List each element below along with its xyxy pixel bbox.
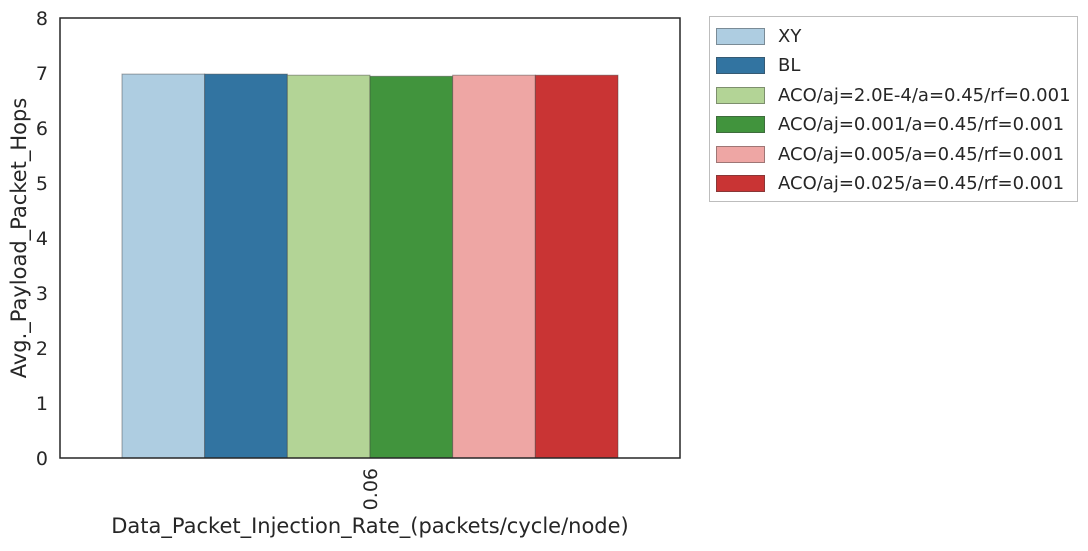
legend-label: ACO/aj=0.005/a=0.45/rf=0.001	[778, 143, 1065, 165]
y-tick-label: 0	[36, 448, 48, 470]
legend-item: ACO/aj=2.0E-4/a=0.45/rf=0.001	[716, 83, 1071, 107]
legend-item: XY	[716, 24, 801, 48]
legend-item: BL	[716, 54, 800, 78]
legend-swatch	[716, 86, 765, 104]
y-axis-ticks: 0 1 2 3 4 5 6 7 8	[36, 8, 48, 470]
x-axis-label: Data_Packet_Injection_Rate_(packets/cycl…	[111, 514, 629, 539]
bar	[452, 74, 536, 459]
plot-frame	[59, 17, 681, 459]
legend-swatch	[716, 27, 765, 45]
bar	[204, 73, 288, 459]
bar	[369, 75, 454, 459]
bar	[286, 74, 371, 459]
y-tick-label: 5	[36, 173, 48, 195]
legend-label: ACO/aj=0.025/a=0.45/rf=0.001	[778, 173, 1065, 194]
legend-item: ACO/aj=0.005/a=0.45/rf=0.001	[716, 142, 1064, 166]
legend-swatch	[716, 145, 765, 163]
legend-item: ACO/aj=0.001/a=0.45/rf=0.001	[716, 113, 1064, 137]
y-tick-label: 7	[36, 63, 48, 85]
legend-swatch	[716, 116, 765, 133]
legend: XY BL ACO/aj=2.0E-4/a=0.45/rf=0.001 ACO/aj=…	[709, 16, 1078, 202]
y-tick-label: 3	[36, 283, 48, 305]
legend-label: XY	[778, 25, 802, 47]
x-tick-label: 0.06	[360, 468, 382, 510]
y-tick-label: 2	[36, 338, 48, 360]
legend-swatch	[716, 57, 765, 74]
legend-swatch	[716, 175, 765, 192]
y-axis-label: Avg._Payload_Packet_Hops	[7, 98, 32, 379]
bars-group	[121, 73, 619, 459]
legend-label: ACO/aj=2.0E-4/a=0.45/rf=0.001	[778, 84, 1071, 106]
x-axis-ticks: 0.06	[360, 468, 382, 510]
y-tick-label: 4	[36, 228, 48, 250]
y-tick-label: 1	[36, 393, 48, 415]
legend-item: ACO/aj=0.025/a=0.45/rf=0.001	[716, 172, 1064, 196]
y-tick-label: 8	[36, 8, 48, 30]
y-tick-label: 6	[36, 118, 48, 140]
legend-label: BL	[778, 55, 801, 76]
bar	[534, 74, 619, 459]
legend-label: ACO/aj=0.001/a=0.45/rf=0.001	[778, 114, 1065, 135]
bar	[121, 73, 206, 459]
